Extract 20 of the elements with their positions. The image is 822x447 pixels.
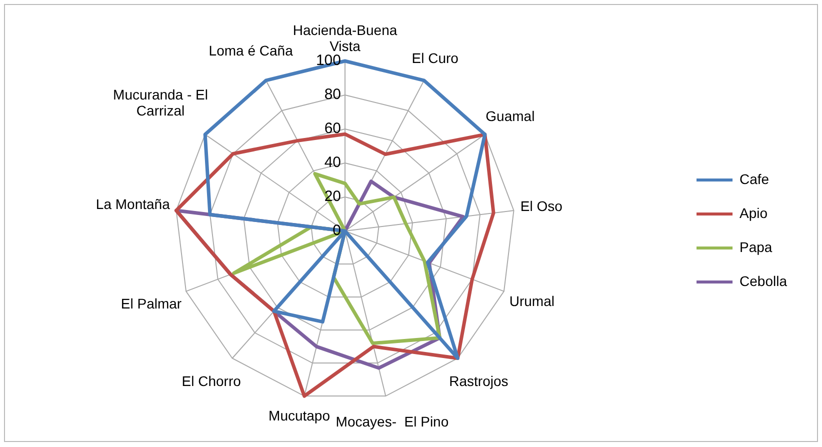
- spoke-label: Mucuranda - El Carrizal: [113, 86, 208, 119]
- spoke-label: Guamal: [486, 108, 535, 124]
- spoke-label: El Palmar: [120, 295, 182, 312]
- spoke-label: Mucutapo: [268, 407, 330, 424]
- legend-label: Apio: [740, 204, 768, 221]
- spoke-label: Hacienda-Buena Vista: [292, 22, 398, 54]
- legend-label: Cafe: [740, 170, 770, 187]
- spoke-label: Urumal: [509, 292, 554, 309]
- legend-label: Papa: [740, 238, 772, 255]
- legend-label: Cebolla: [740, 272, 788, 289]
- spoke-label: Loma é Caña: [208, 42, 294, 58]
- spoke-label: Mocayes- El Pino: [336, 413, 449, 430]
- spoke-label: El Oso: [520, 198, 563, 214]
- spoke-label: El Chorro: [182, 372, 242, 389]
- y-tick-label: 60: [324, 120, 341, 138]
- spoke-label: El Curo: [412, 50, 459, 66]
- y-tick-label: 80: [324, 86, 341, 104]
- spoke-label: La Montaña: [96, 196, 170, 212]
- y-tick-label: 40: [324, 154, 341, 172]
- spoke-label: Rastrojos: [449, 372, 508, 389]
